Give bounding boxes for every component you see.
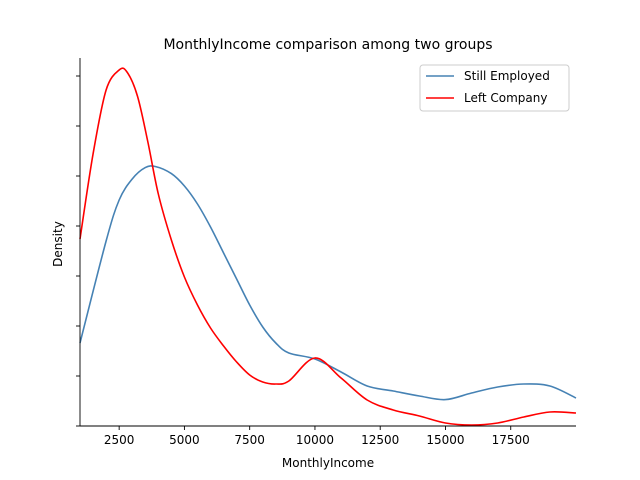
x-tick-label: 5000 (169, 433, 200, 447)
series-line-still-employed (79, 165, 577, 401)
x-tick-label: 15000 (426, 433, 464, 447)
x-tick-label: 17500 (492, 433, 530, 447)
x-tick-label: 2500 (104, 433, 135, 447)
plot-area (79, 67, 577, 426)
legend-box (419, 64, 570, 112)
x-tick-label: 12500 (361, 433, 399, 447)
y-axis-label: Density (51, 221, 65, 267)
legend-label-still-employed: Still Employed (464, 69, 550, 83)
legend: Still Employed Left Company (419, 64, 570, 112)
x-axis: 2500 5000 7500 10000 12500 15000 17500 (80, 425, 576, 447)
x-tick-label: 7500 (234, 433, 265, 447)
y-axis (76, 58, 81, 427)
x-tick-label: 10000 (296, 433, 334, 447)
legend-label-left-company: Left Company (464, 91, 547, 105)
chart-title: MonthlyIncome comparison among two group… (163, 37, 492, 53)
x-axis-label: MonthlyIncome (282, 456, 374, 470)
series-line-left-company (79, 67, 577, 426)
